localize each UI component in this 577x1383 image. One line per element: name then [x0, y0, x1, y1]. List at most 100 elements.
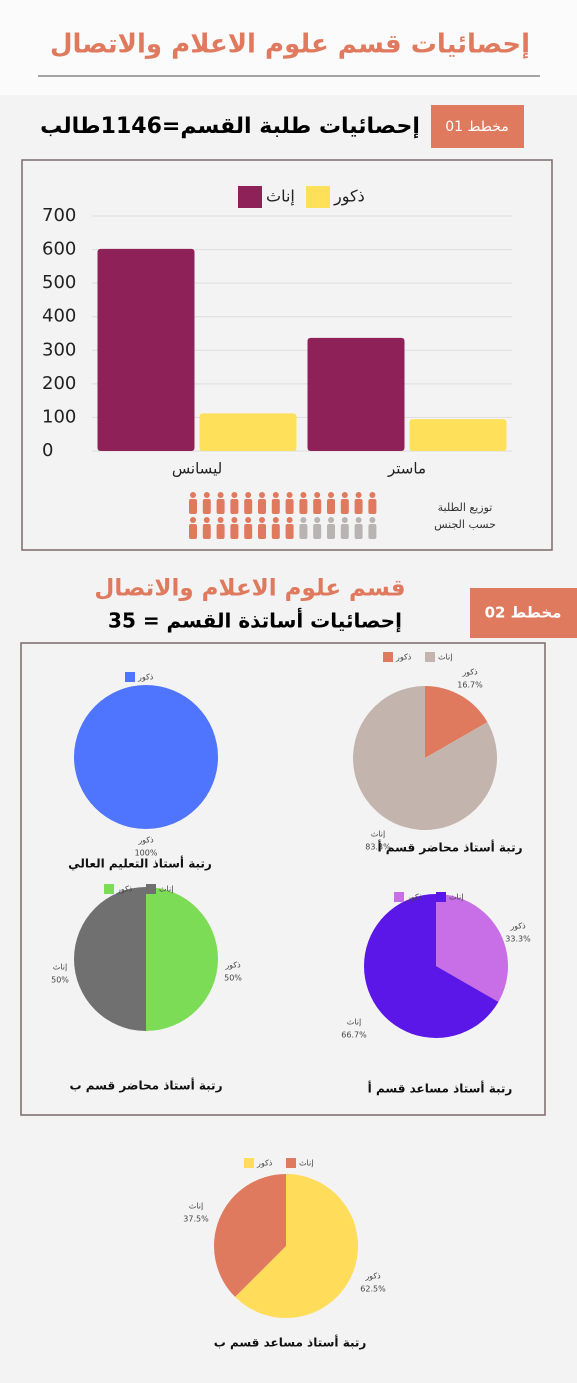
person-icon — [368, 499, 377, 514]
pie-slice — [353, 686, 497, 830]
badge-text: مخطط 01 — [445, 119, 509, 135]
pie-title: رتبة أستاذ التعليم العالي — [68, 856, 212, 871]
pie-slice — [363, 894, 499, 1038]
slice-label: إناث — [371, 830, 385, 840]
badge — [431, 105, 524, 148]
slice-value: 50% — [51, 976, 69, 985]
legend-label: إناث — [299, 1159, 313, 1169]
person-icon — [245, 492, 252, 498]
legend-label: إناث — [449, 893, 463, 903]
legend-swatch — [394, 892, 404, 902]
legend-swatch — [425, 652, 435, 662]
section-subtitle: إحصائيات أساتذة القسم = 35 — [108, 607, 402, 633]
slice-value: 100% — [135, 849, 158, 858]
bar — [307, 337, 405, 451]
person-icon — [300, 492, 307, 498]
person-icon — [328, 492, 334, 498]
slice-label: إناث — [189, 1202, 203, 1212]
slice-value: 83.3% — [365, 843, 391, 852]
bar — [97, 248, 195, 451]
legend-label: ذكور — [333, 187, 365, 207]
person-icon — [286, 517, 293, 523]
person-icon — [244, 499, 253, 514]
person-icon — [354, 499, 363, 514]
pie-slice — [425, 686, 488, 758]
person-icon — [231, 517, 238, 523]
y-tick-label: 0 — [42, 440, 53, 461]
person-icon — [271, 524, 280, 539]
y-tick-label: 200 — [42, 373, 76, 394]
person-icon — [231, 492, 238, 498]
person-icon — [327, 524, 335, 539]
legend-label: ذكور — [395, 653, 412, 662]
y-tick-label: 600 — [42, 239, 76, 260]
bar — [199, 413, 297, 451]
pie-slice — [74, 685, 218, 829]
person-icon — [328, 517, 334, 523]
section-title: إحصائيات طلبة القسم=1146طالب — [40, 114, 420, 139]
person-icon — [285, 499, 294, 514]
person-icon — [369, 492, 376, 498]
person-icon — [299, 524, 308, 539]
pie-slice — [436, 894, 508, 1002]
pie-slice — [74, 887, 146, 1031]
person-icon — [216, 499, 225, 514]
person-icon — [354, 524, 363, 539]
person-icon — [230, 499, 239, 514]
legend-swatch — [244, 1158, 254, 1168]
pie-title: رتبة أستاذ مساعد قسم أ — [368, 1081, 513, 1096]
person-icon — [258, 499, 266, 514]
bar — [409, 419, 507, 451]
pie-slice — [146, 887, 218, 1031]
badge-text: مخطط 02 — [485, 604, 562, 622]
person-icon — [203, 517, 210, 523]
person-icon — [189, 499, 197, 514]
header-bg — [0, 0, 577, 95]
person-icon — [190, 492, 196, 498]
y-tick-label: 100 — [42, 406, 76, 427]
pie-title: رتبة أستاذ محاضر قسم أ — [377, 840, 522, 855]
person-icon — [217, 517, 224, 523]
person-icon — [272, 492, 279, 498]
person-icon — [300, 517, 307, 523]
person-icon — [245, 517, 252, 523]
slice-value: 33.3% — [505, 935, 531, 944]
person-icon — [286, 492, 293, 498]
legend-label: إناث — [159, 885, 173, 895]
pie-slice — [235, 1174, 358, 1318]
legend-swatch — [306, 186, 330, 208]
person-icon — [340, 499, 349, 514]
person-icon — [355, 492, 362, 498]
y-tick-label: 500 — [42, 272, 76, 293]
slice-label: ذكور — [224, 961, 241, 970]
slice-value: 66.7% — [341, 1031, 367, 1040]
legend-label: ذكور — [137, 673, 154, 682]
legend-label: إناث — [438, 653, 452, 663]
page-title: إحصائيات قسم علوم الاعلام والاتصال — [50, 30, 530, 60]
person-icon — [341, 517, 348, 523]
person-icon — [203, 492, 210, 498]
person-icon — [314, 492, 321, 498]
pie-title: رتبة أستاذ محاضر قسم ب — [70, 1078, 223, 1093]
person-icon — [313, 499, 322, 514]
person-icon — [244, 524, 253, 539]
person-icon — [258, 524, 266, 539]
person-icon — [340, 524, 349, 539]
person-icon — [285, 524, 294, 539]
person-icon — [341, 492, 348, 498]
slice-label: إناث — [347, 1018, 361, 1028]
slice-label: ذكور — [509, 922, 526, 931]
slice-label: إناث — [53, 963, 67, 973]
person-icon — [299, 499, 308, 514]
person-icon — [355, 517, 362, 523]
person-icon — [202, 499, 211, 514]
legend-swatch — [436, 892, 446, 902]
y-tick-label: 400 — [42, 306, 76, 327]
person-icon — [259, 517, 265, 523]
legend-swatch — [104, 884, 114, 894]
pie-slice — [213, 1174, 286, 1297]
person-icon — [202, 524, 211, 539]
slice-label: ذكور — [364, 1272, 381, 1281]
legend-label: ذكور — [116, 885, 133, 894]
